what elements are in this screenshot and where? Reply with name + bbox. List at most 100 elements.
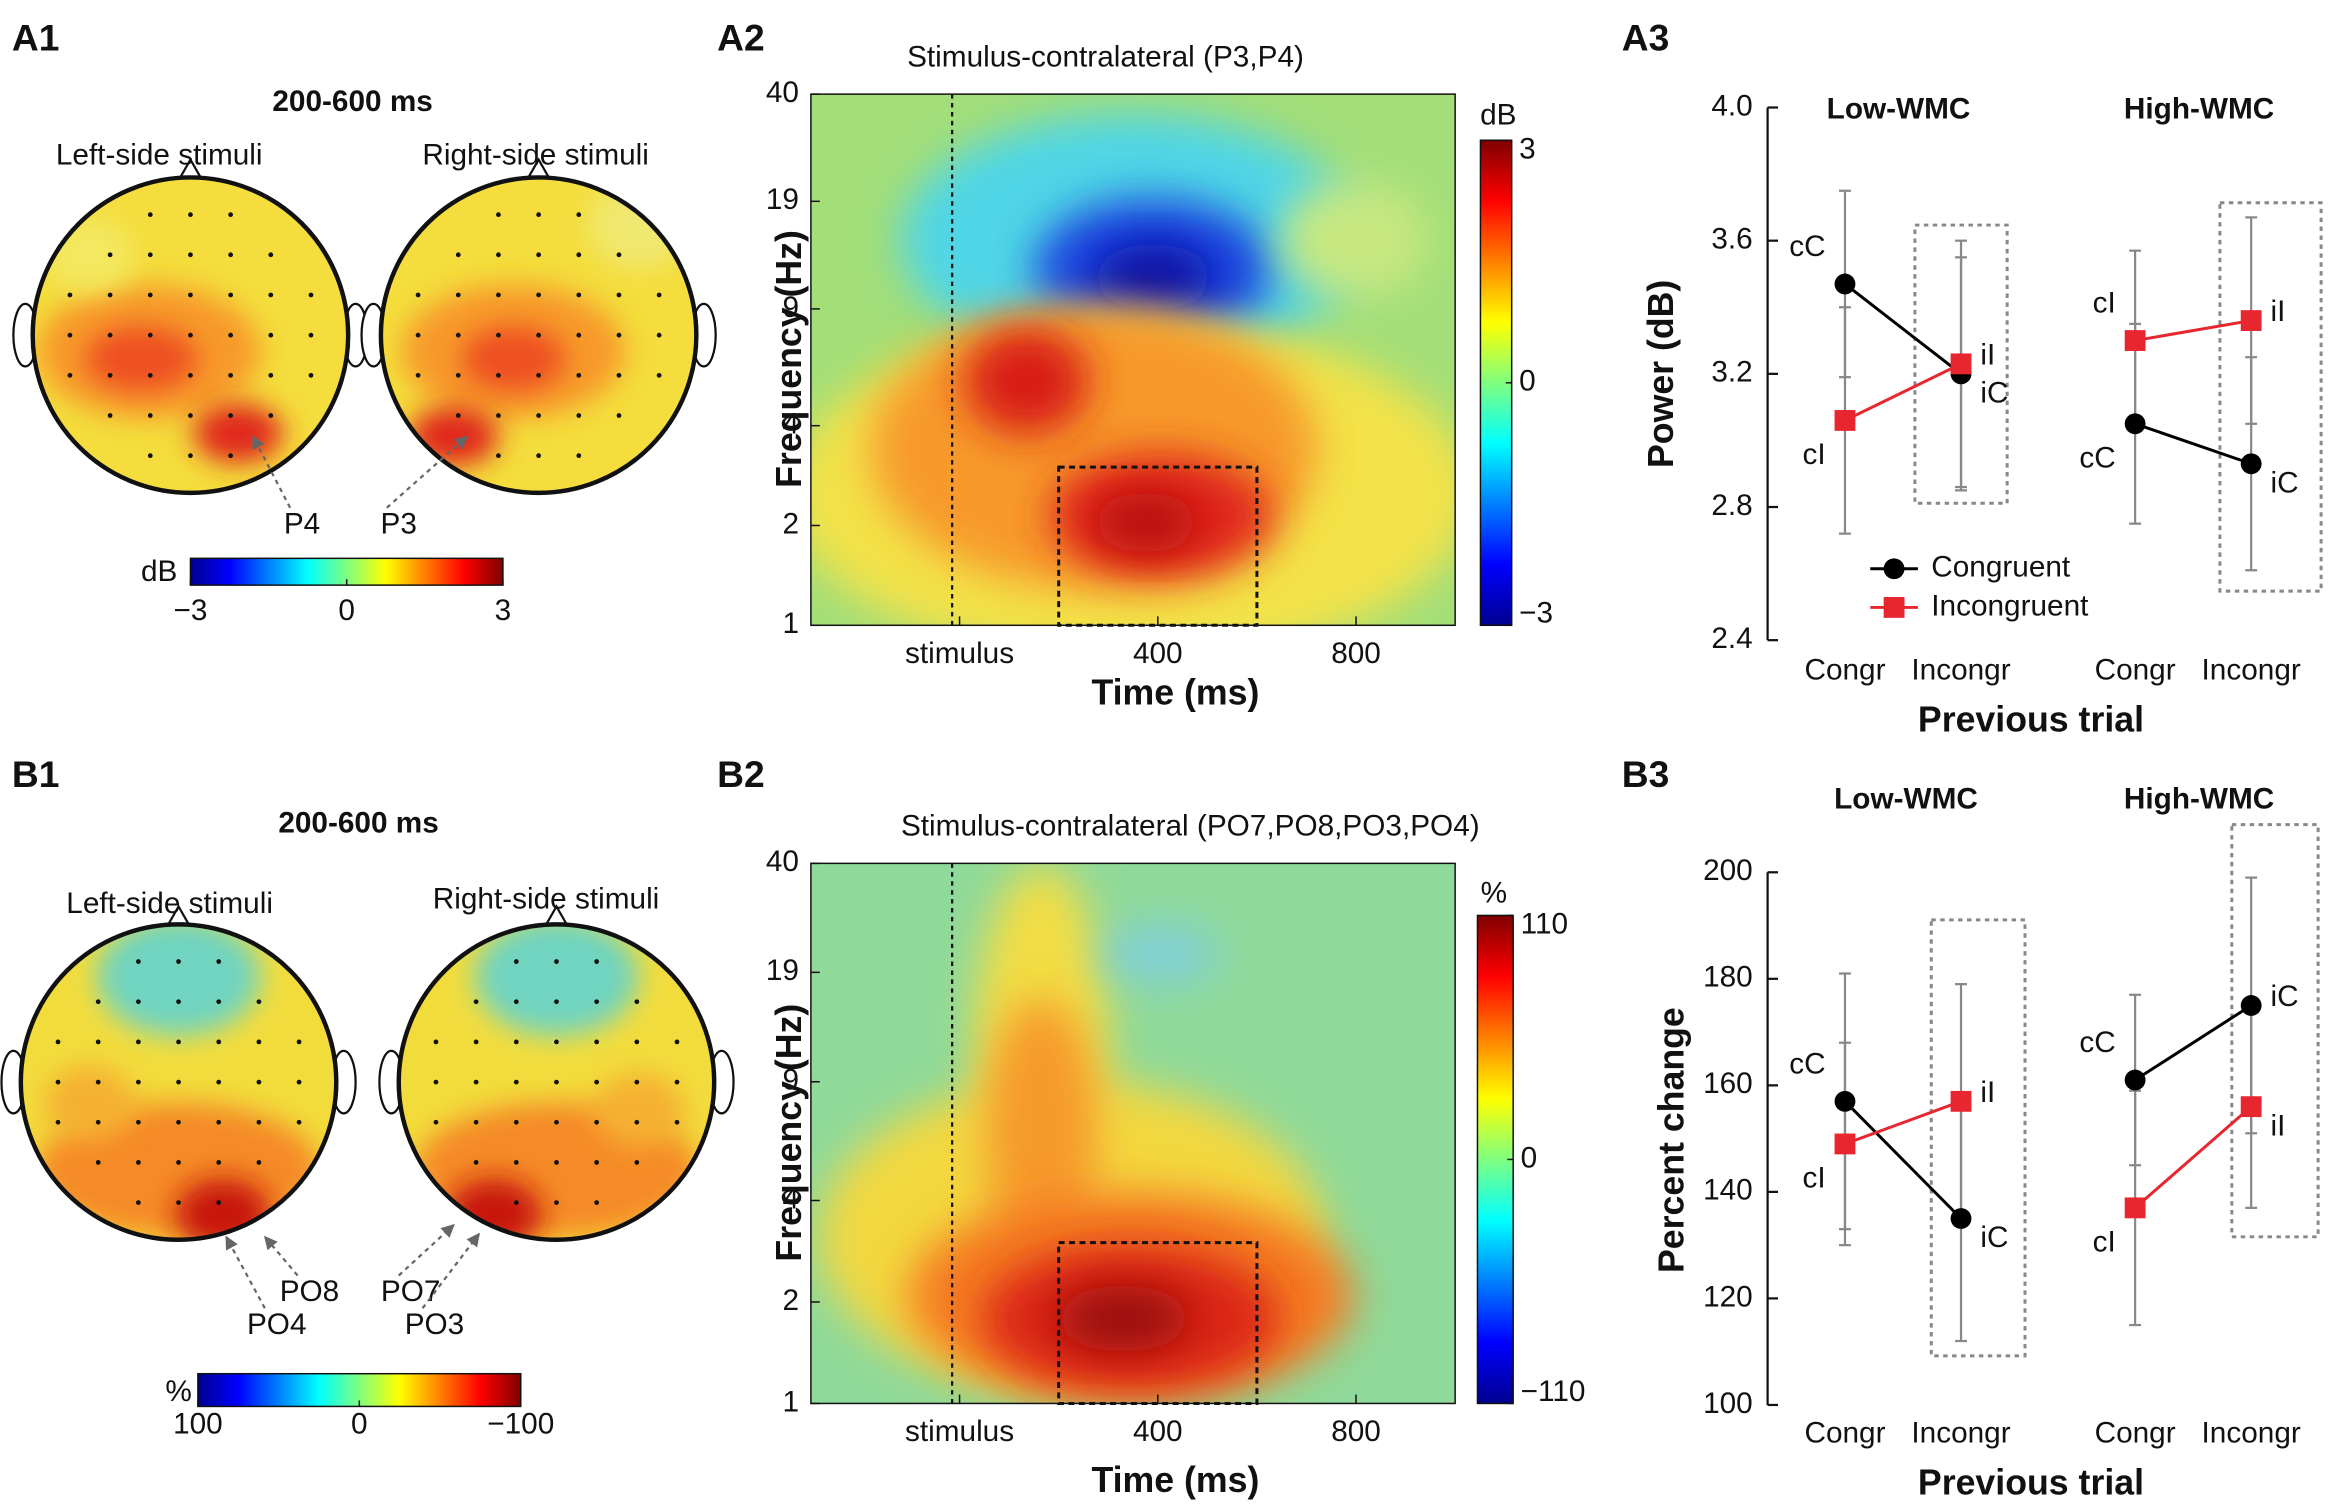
electrode-dot [308,372,314,378]
topo-blob [44,1065,134,1141]
head-outline [396,922,717,1243]
electrode-dot [536,413,541,418]
electrode-dot [634,1079,640,1085]
point-label: iC [1980,377,2008,410]
electrode-dot [296,1039,302,1045]
electrode-dot [256,1079,262,1085]
electrode-dot [616,372,622,378]
electrode-pointer [225,1235,266,1309]
electrode-dot [256,1119,262,1125]
electrode-dot [147,252,153,258]
electrode-dot [634,1160,640,1165]
electrode-dot [95,999,101,1005]
point-label: iI [2271,1109,2286,1142]
electrode-dot [107,413,113,418]
electrode-dot [536,212,541,218]
electrode-dot [513,1079,519,1085]
point [1950,1090,1972,1112]
electrode-dot [67,292,73,298]
y-tick-label: 2 [782,507,799,540]
topo-blob [96,924,261,1036]
electrode-pointer [386,435,469,509]
point-label: iC [1980,1221,2008,1254]
electrode-dot [95,1039,101,1045]
y-tick-label: 40 [766,76,799,109]
electrode-dot [415,332,421,338]
head-outline [378,175,699,496]
group-label: Low-WMC [1827,92,1971,125]
y-tick-label: 19 [766,954,799,987]
roi-box [1057,465,1259,627]
topo-map [380,177,697,493]
subtitle: Left-side stimuli [56,138,263,171]
electrode-dot [216,959,222,964]
electrode-dot [228,413,234,418]
highlight-box [1913,223,2009,505]
colorbar-label: dB [1480,98,1516,131]
electrode-label: P3 [381,507,417,540]
electrode-dot [216,999,222,1005]
panel-label: A1 [12,16,60,58]
electrode-dot [594,999,600,1005]
y-tick-label: 4 [782,1182,799,1215]
subtitle: Right-side stimuli [433,882,660,915]
electrode-dot [268,252,274,258]
electrode-dot [576,413,582,418]
electrode-dot [296,1119,302,1125]
electrode-dot [268,332,274,338]
point-label: cI [1802,438,1825,471]
point-label: iC [2271,466,2299,499]
x-tick-label: Congr [2095,1417,2176,1450]
electrode-dot [496,372,501,378]
electrode-dot [455,372,461,378]
electrode-dot [594,1200,600,1205]
electrode-dot [616,252,622,258]
electrode-dot [228,252,234,258]
electrode-dot [308,292,314,298]
head-outline [18,922,339,1243]
point [2124,1069,2146,1091]
electrode-dot [473,1039,479,1045]
colorbar-tick-label: −3 [1519,597,1553,630]
electrode-dot [228,453,234,459]
electrode-dot [67,372,73,378]
x-axis-label: Previous trial [1918,699,2144,739]
electrode-dot [634,1119,640,1125]
panel-label: B3 [1622,753,1670,795]
colorbar-tick-label: 3 [495,594,512,627]
x-tick-label: stimulus [905,1415,1014,1448]
electrode-dot [473,1119,479,1125]
point [2240,995,2262,1016]
electrode-dot [496,453,501,459]
nose [525,157,552,181]
y-tick-label: 3.2 [1711,356,1752,389]
heatmap-blob [1093,492,1198,553]
point-label: iI [1980,338,1995,371]
electrode-pointer [421,1232,480,1309]
point [1834,273,1856,295]
electrode-dot [55,1119,61,1125]
electrode-dot [594,1160,600,1165]
point [2240,453,2262,475]
electrode-dot [513,999,519,1005]
electrode-dot [674,1039,680,1045]
colorbar-label: dB [141,555,177,588]
electrode-dot [176,1160,181,1165]
electrode-dot [616,413,622,418]
point-label: cC [2079,1026,2115,1059]
electrode-dot [513,1119,519,1125]
colorbar-tick-label: 0 [351,1408,368,1441]
electrode-dot [513,1200,519,1205]
electrode-dot [176,959,181,964]
electrode-dot [147,332,153,338]
point [2240,1096,2262,1118]
electrode-dot [216,1200,222,1205]
point-label: iI [2271,295,2286,328]
group-label: High-WMC [2124,783,2274,816]
electrode-dot [674,1119,680,1125]
point [1834,1133,1856,1155]
point [1834,1090,1856,1112]
electrode-dot [176,1200,181,1205]
electrode-dot [228,332,234,338]
